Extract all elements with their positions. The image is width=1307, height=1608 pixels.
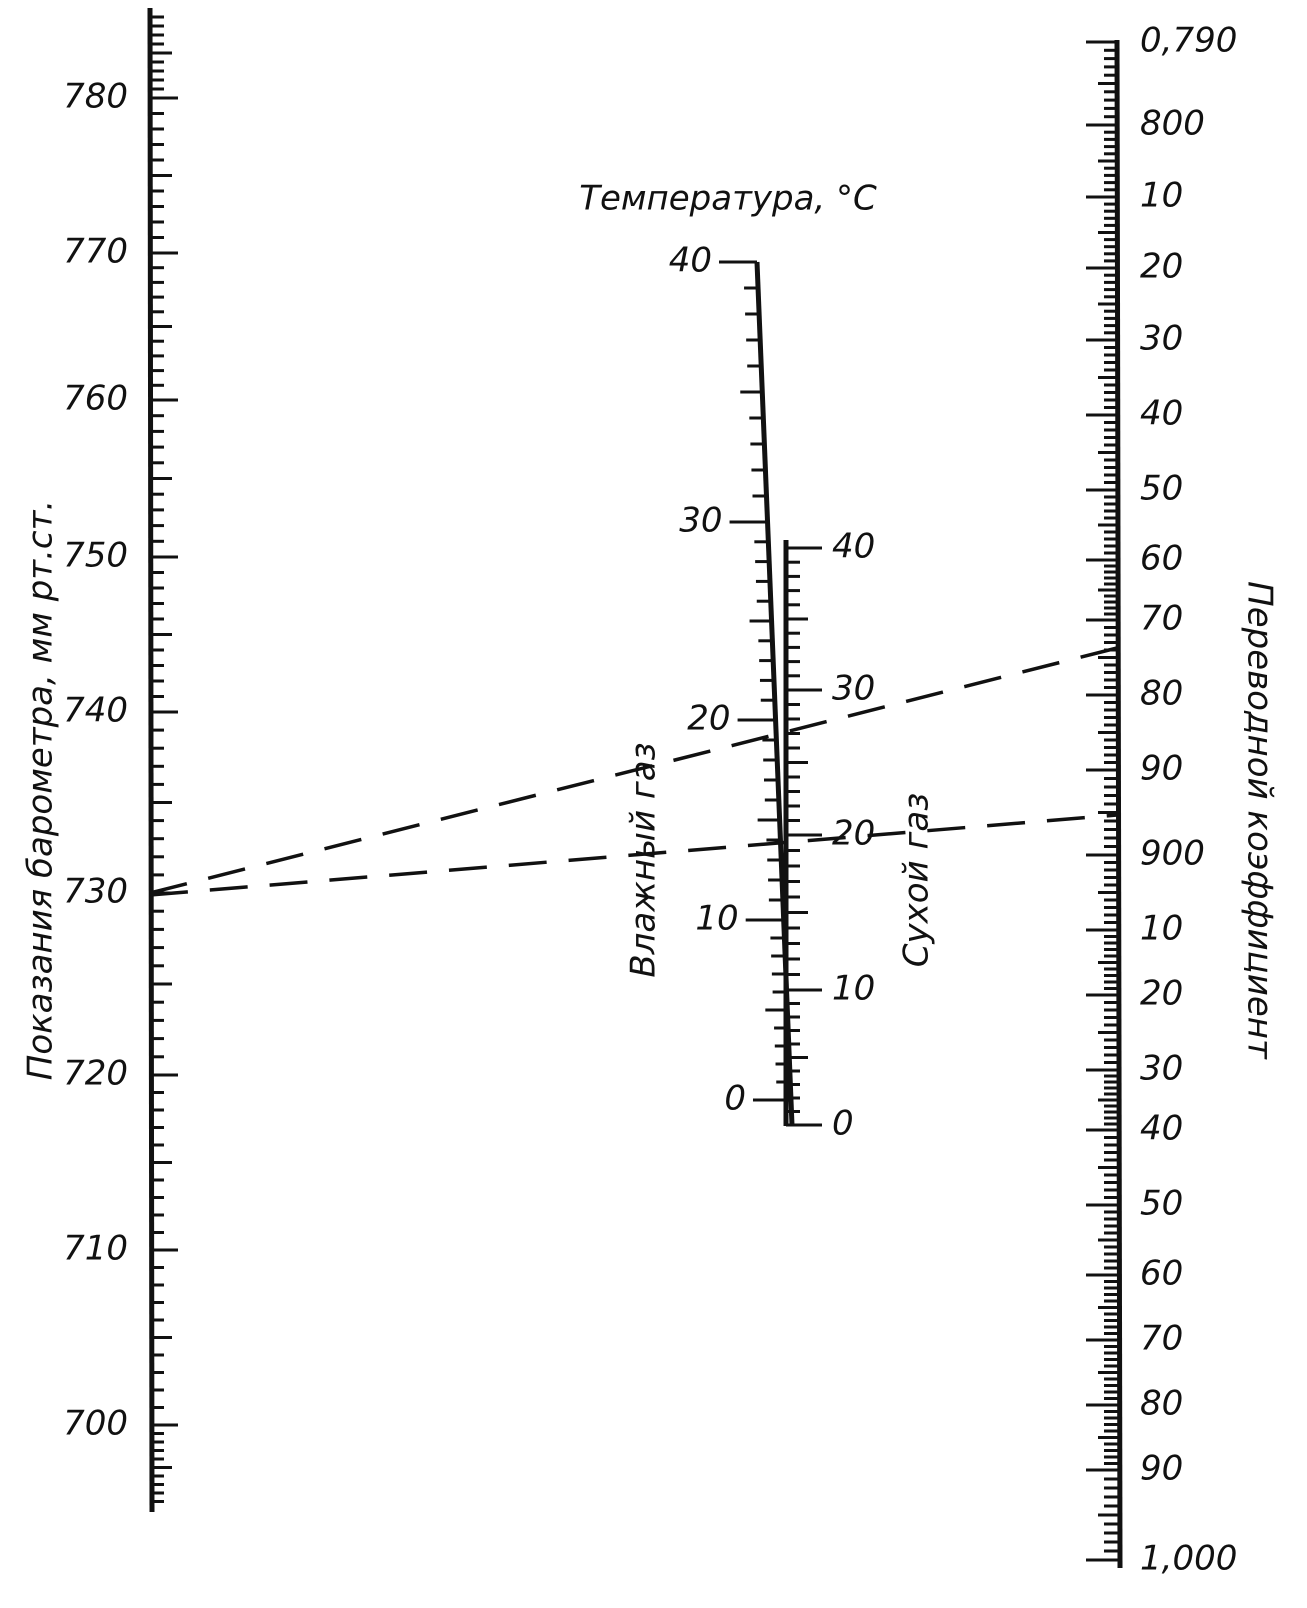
- dry-gas-label: 40: [832, 527, 875, 567]
- barometer-label: 710: [63, 1229, 128, 1269]
- coefficient-label: 30: [1140, 1049, 1183, 1089]
- barometer-label: 750: [63, 536, 128, 576]
- coefficient-label: 70: [1140, 1319, 1183, 1359]
- dry-gas-label: 30: [832, 669, 875, 709]
- coefficient-label: 60: [1140, 1254, 1183, 1294]
- coefficient-label: 10: [1140, 176, 1183, 216]
- barometer-label: 700: [63, 1404, 128, 1444]
- coefficient-label: 70: [1140, 599, 1183, 639]
- example-line: [149, 646, 1118, 895]
- dry-gas-title: Сухой газ: [897, 793, 937, 967]
- coefficient-label: 50: [1140, 469, 1183, 509]
- coefficient-label: 1,000: [1140, 1539, 1237, 1579]
- coefficient-label: 20: [1140, 974, 1183, 1014]
- wet-gas-title: Влажный газ: [624, 742, 664, 977]
- dry-gas-label: 0: [832, 1104, 854, 1144]
- coefficient-label: 0,790: [1140, 21, 1237, 61]
- coefficient-label: 50: [1140, 1184, 1183, 1224]
- coefficient-label: 900: [1140, 834, 1205, 874]
- coefficient-label: 40: [1140, 1109, 1183, 1149]
- wet-gas-label: 30: [679, 501, 722, 541]
- wet-gas-label: 0: [724, 1079, 746, 1119]
- coefficient-label: 90: [1140, 1449, 1183, 1489]
- barometer-axis: [147, 7, 155, 1513]
- dry-gas-label: 20: [832, 814, 875, 854]
- example-line: [149, 813, 1118, 897]
- coefficient-label: 40: [1140, 394, 1183, 434]
- coefficient-label: 80: [1140, 1384, 1183, 1424]
- coefficient-label: 30: [1140, 319, 1183, 359]
- wet-gas-label: 10: [695, 899, 738, 939]
- dry-gas-label: 10: [832, 969, 875, 1009]
- barometer-title: Показания барометра, мм рт.ст.: [21, 500, 61, 1080]
- coefficient-axis: [1114, 39, 1123, 1569]
- barometer-label: 770: [63, 232, 128, 272]
- barometer-label: 720: [63, 1054, 128, 1094]
- coefficient-label: 10: [1140, 909, 1183, 949]
- temperature-title: Температура, °C: [579, 179, 877, 219]
- coefficient-label: 80: [1140, 674, 1183, 714]
- coefficient-label: 800: [1140, 104, 1205, 144]
- coefficient-title: Переводной коэффициент: [1240, 581, 1280, 1060]
- barometer-label: 780: [63, 77, 128, 117]
- coefficient-label: 60: [1140, 539, 1183, 579]
- coefficient-label: 90: [1140, 749, 1183, 789]
- wet-gas-label: 40: [669, 241, 712, 281]
- barometer-label: 730: [63, 872, 128, 912]
- wet-gas-label: 20: [687, 699, 730, 739]
- coefficient-label: 20: [1140, 247, 1183, 287]
- barometer-label: 740: [63, 691, 128, 731]
- barometer-label: 760: [63, 379, 128, 419]
